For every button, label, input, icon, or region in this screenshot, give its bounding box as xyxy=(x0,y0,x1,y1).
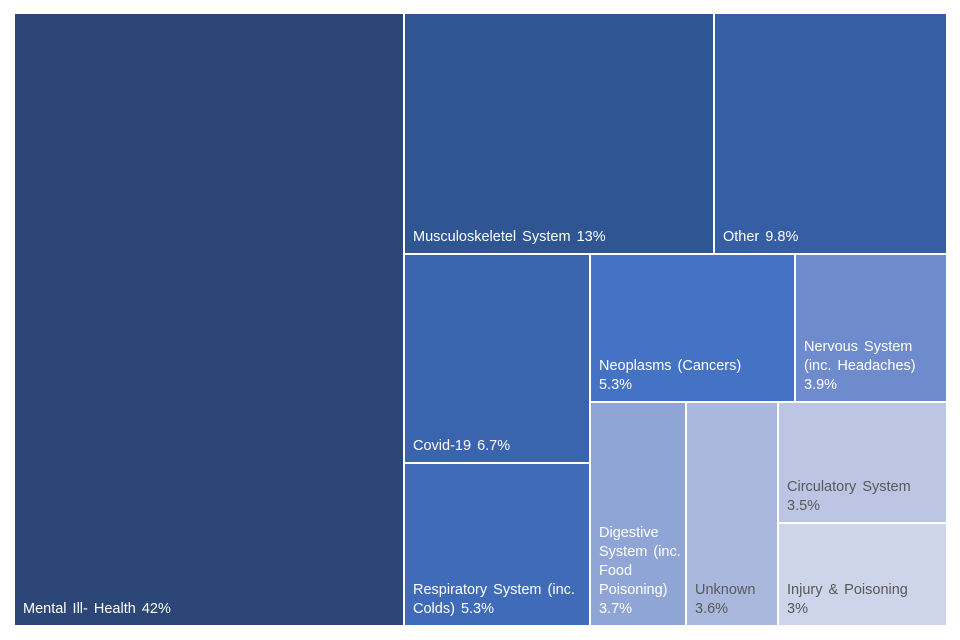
tile-category-label: Digestive System (inc. Food Poisoning) xyxy=(599,525,681,598)
tile-label: Circulatory System 3.5% xyxy=(787,478,942,516)
tile-value-label: 9.8% xyxy=(765,229,799,245)
tile-label: Musculoskeletel System 13% xyxy=(413,228,709,247)
tile-category-label: Respiratory System (inc. Colds) xyxy=(413,582,575,617)
tile-category-label: Nervous System (inc. Headaches) xyxy=(804,339,916,374)
tile-label: Digestive System (inc. Food Poisoning) 3.… xyxy=(599,524,681,619)
tile-category-label: Injury & Poisoning xyxy=(787,582,908,598)
tile-value-label: 3% xyxy=(787,601,808,617)
tile-category-label: Covid-19 xyxy=(413,438,472,454)
tile-value-label: 3.5% xyxy=(787,498,821,514)
tile-category-label: Mental Ill- Health xyxy=(23,601,136,617)
treemap-tile-unknown: Unknown 3.6% xyxy=(686,402,778,626)
treemap-tile-respiratory-system-inc-colds: Respiratory System (inc. Colds) 5.3% xyxy=(404,463,590,626)
treemap-tile-covid-19: Covid-19 6.7% xyxy=(404,254,590,463)
treemap-tile-circulatory-system: Circulatory System 3.5% xyxy=(778,402,947,523)
tile-label: Covid-19 6.7% xyxy=(413,437,585,456)
tile-value-label: 3.9% xyxy=(804,377,838,393)
tile-value-label: 5.3% xyxy=(599,377,633,393)
tile-value-label: 5.3% xyxy=(460,601,494,617)
treemap-tile-mental-ill-health: Mental Ill- Health 42% xyxy=(14,13,404,626)
tile-label: Neoplasms (Cancers) 5.3% xyxy=(599,357,790,395)
treemap-tile-musculoskeletel-system: Musculoskeletel System 13% xyxy=(404,13,714,254)
tile-value-label: 3.6% xyxy=(695,601,729,617)
tile-value-label: 13% xyxy=(576,229,606,245)
tile-category-label: Musculoskeletel System xyxy=(413,229,571,245)
tile-label: Injury & Poisoning 3% xyxy=(787,581,942,619)
tile-label: Unknown 3.6% xyxy=(695,581,773,619)
treemap-tile-neoplasms-cancers: Neoplasms (Cancers) 5.3% xyxy=(590,254,795,402)
treemap-tile-injury-poisoning: Injury & Poisoning 3% xyxy=(778,523,947,626)
tile-category-label: Neoplasms (Cancers) xyxy=(599,358,742,374)
tile-value-label: 3.7% xyxy=(599,601,633,617)
tile-value-label: 42% xyxy=(141,601,171,617)
treemap-tile-other: Other 9.8% xyxy=(714,13,947,254)
tile-category-label: Unknown xyxy=(695,582,756,598)
tile-label: Respiratory System (inc. Colds) 5.3% xyxy=(413,581,585,619)
tile-label: Other 9.8% xyxy=(723,228,942,247)
treemap-tile-nervous-system-inc-headaches: Nervous System (inc. Headaches) 3.9% xyxy=(795,254,947,402)
treemap-tile-digestive-system-inc-food-poisoning: Digestive System (inc. Food Poisoning) 3.… xyxy=(590,402,686,626)
tile-category-label: Other xyxy=(723,229,760,245)
tile-value-label: 6.7% xyxy=(477,438,511,454)
tile-label: Mental Ill- Health 42% xyxy=(23,600,399,619)
tile-label: Nervous System (inc. Headaches) 3.9% xyxy=(804,338,942,395)
tile-category-label: Circulatory System xyxy=(787,479,911,495)
